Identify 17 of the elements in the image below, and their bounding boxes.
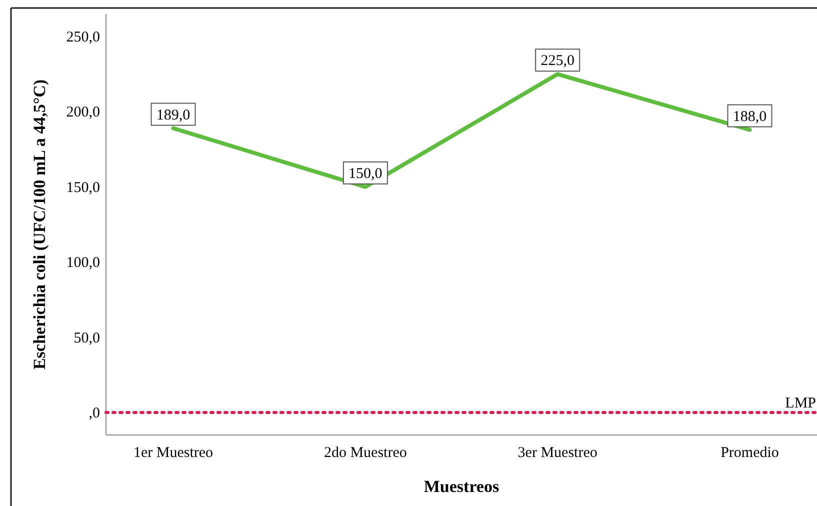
x-tick-label: Promedio <box>720 445 779 461</box>
data-label: 225,0 <box>540 53 574 70</box>
x-tick-label: 1er Muestreo <box>133 445 214 461</box>
data-label: 188,0 <box>732 108 767 125</box>
y-tick-label: 200,0 <box>66 104 100 121</box>
x-tick-label: 3er Muestreo <box>518 445 598 461</box>
y-tick-label: 50,0 <box>74 330 100 346</box>
data-label: 150,0 <box>348 166 382 182</box>
y-tick-label: 150,0 <box>66 180 100 196</box>
y-axis-title: Escherichia coli (UFC/100 mL a 44,5°C) <box>30 79 49 370</box>
data-label: 189,0 <box>156 107 190 124</box>
y-tick-label: ,0 <box>88 405 100 422</box>
ref-line-label: LMP <box>785 395 816 412</box>
y-tick-label: 100,0 <box>66 255 100 272</box>
x-tick-label: 2do Muestreo <box>324 445 407 461</box>
y-tick-label: 250,0 <box>66 30 100 46</box>
x-axis-title: Muestreos <box>424 477 500 496</box>
